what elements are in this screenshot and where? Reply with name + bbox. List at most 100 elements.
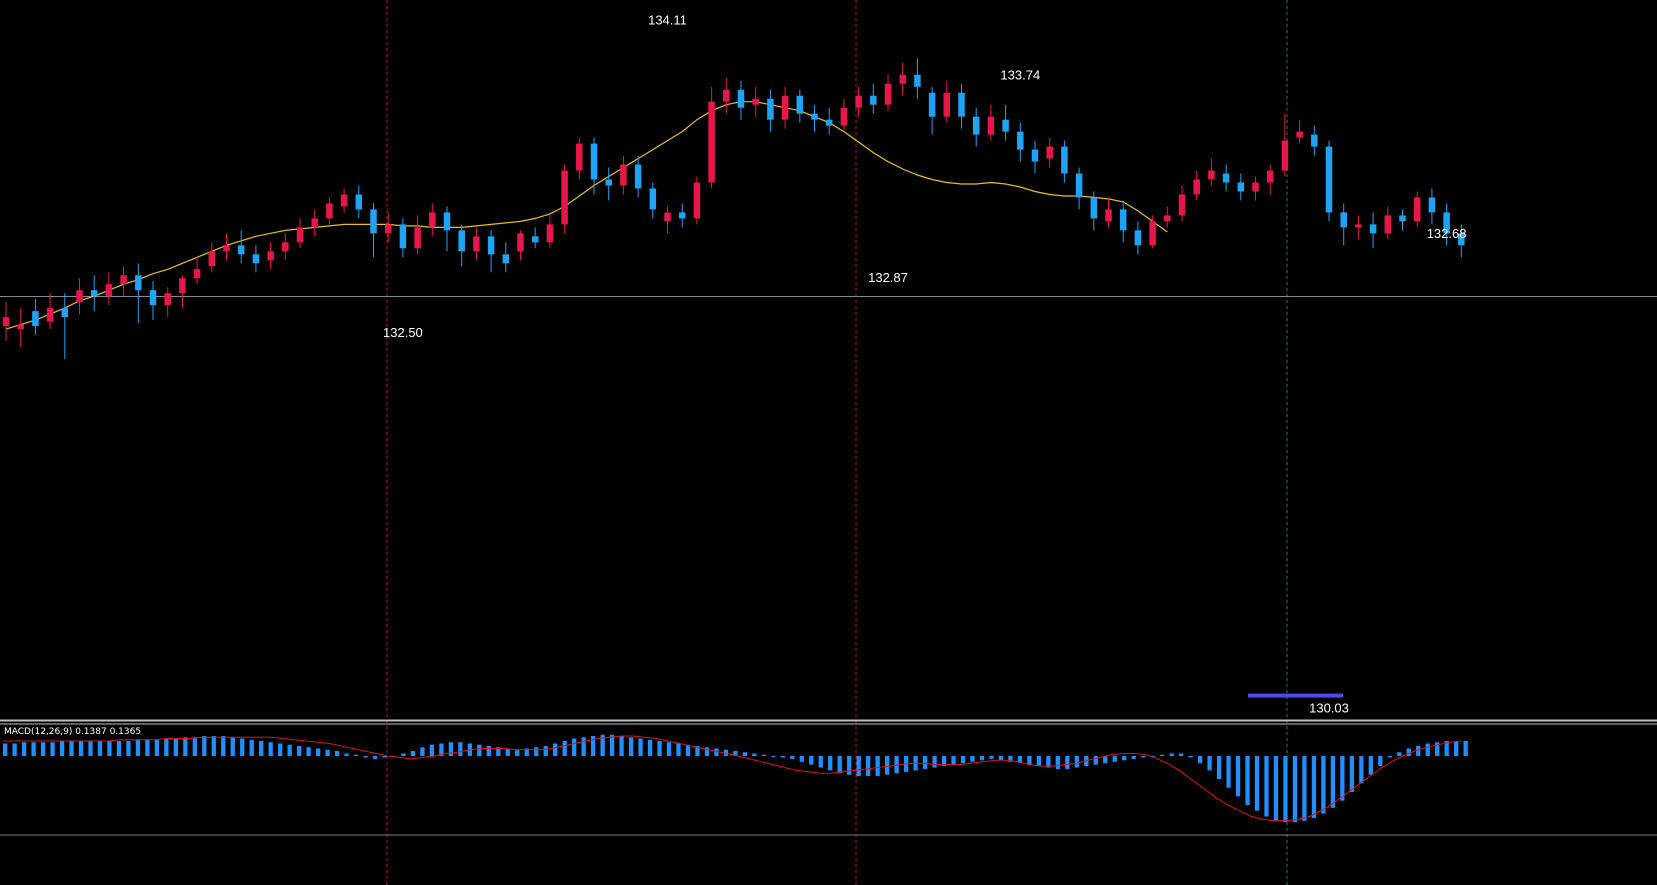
- candle-body: [46, 308, 54, 322]
- macd-histogram-bar: [989, 756, 994, 759]
- candle: [414, 215, 421, 255]
- macd-histogram-bar: [581, 737, 586, 756]
- candle-body: [1075, 173, 1083, 198]
- price-label: 132.68: [1427, 226, 1467, 241]
- candle: [1428, 188, 1436, 225]
- macd-histogram-bar: [818, 756, 823, 768]
- candle-body: [517, 233, 524, 252]
- candle-body: [502, 254, 510, 264]
- candle: [840, 98, 848, 132]
- candle: [737, 80, 745, 120]
- candle: [649, 182, 657, 219]
- candle: [972, 107, 980, 147]
- macd-histogram-bar: [723, 749, 729, 756]
- candle: [928, 86, 936, 135]
- macd-histogram-bar: [1226, 756, 1231, 788]
- candle-body: [355, 194, 363, 210]
- candle-body: [1119, 209, 1127, 231]
- macd-histogram-bar: [382, 756, 387, 758]
- macd-histogram-bar: [221, 736, 226, 756]
- candle: [561, 164, 568, 234]
- candle-body: [928, 92, 936, 117]
- macd-histogram-bar: [278, 743, 283, 756]
- candle-body: [1046, 146, 1053, 159]
- candle-body: [664, 212, 671, 222]
- candle: [796, 89, 804, 123]
- candle-body: [1281, 140, 1289, 171]
- candle-body: [149, 290, 157, 306]
- candle: [1266, 164, 1274, 195]
- macd-histogram-bar: [1387, 756, 1392, 758]
- candle-body: [414, 227, 421, 249]
- candle-body: [678, 212, 686, 219]
- candle: [2, 302, 10, 342]
- macd-histogram-bar: [505, 748, 510, 756]
- candle-body: [370, 209, 377, 234]
- candle-body: [1237, 182, 1245, 192]
- macd-histogram-bar: [647, 739, 653, 756]
- macd-histogram-bar: [88, 741, 93, 756]
- macd-histogram-bar: [1254, 756, 1260, 811]
- candle-body: [487, 236, 495, 255]
- candle-body: [1266, 170, 1274, 183]
- macd-histogram-bar: [534, 747, 539, 756]
- candle-body: [634, 164, 642, 189]
- macd-histogram-bar: [1179, 753, 1184, 756]
- candle: [958, 83, 965, 129]
- macd-histogram-bar: [733, 751, 738, 756]
- candle: [708, 86, 715, 189]
- macd-histogram-bar: [1444, 741, 1449, 756]
- macd-histogram-bar: [353, 754, 359, 756]
- macd-histogram-bar: [1463, 741, 1468, 756]
- macd-label: MACD(12,26,9) 0.1387 0.1365: [4, 727, 141, 737]
- price-label: 133.74: [1000, 68, 1040, 83]
- candle: [546, 215, 554, 249]
- candle-body: [1458, 233, 1465, 246]
- candle: [1134, 221, 1142, 255]
- macd-histogram-bar: [1074, 756, 1079, 768]
- candle: [193, 257, 201, 285]
- macd-histogram-bar: [894, 756, 899, 774]
- candle-body: [1443, 212, 1450, 234]
- macd-histogram-bar: [1131, 756, 1136, 759]
- macd-histogram-bar: [979, 756, 985, 761]
- candle: [620, 155, 627, 195]
- macd-histogram-bar: [666, 742, 672, 756]
- macd-histogram-bar: [922, 756, 928, 769]
- macd-histogram-bar: [657, 741, 662, 756]
- candle: [252, 245, 260, 273]
- candle-body: [311, 218, 318, 228]
- macd-histogram-bar: [1330, 756, 1336, 808]
- macd-histogram-bar: [477, 744, 482, 756]
- macd-panel: MACD(12,26,9) 0.1387 0.1365: [3, 727, 1468, 823]
- price-label: 134.11: [648, 12, 687, 27]
- macd-histogram-bar: [1425, 743, 1430, 756]
- candle: [384, 212, 392, 243]
- macd-histogram-bar: [1302, 756, 1307, 821]
- macd-histogram-bar: [50, 742, 55, 756]
- macd-histogram-bar: [439, 743, 444, 756]
- candle-body: [972, 116, 980, 135]
- macd-signal-line: [3, 735, 1462, 822]
- candle: [1075, 167, 1083, 210]
- candle: [282, 233, 289, 261]
- candle: [781, 86, 789, 129]
- candle: [1164, 206, 1171, 228]
- macd-histogram-bar: [1150, 756, 1155, 757]
- macd-histogram-bar: [3, 743, 8, 756]
- macd-histogram-bar: [1169, 753, 1174, 756]
- macd-histogram-bar: [1435, 742, 1440, 756]
- macd-histogram-bar: [410, 751, 416, 756]
- macd-histogram-bar: [40, 742, 46, 756]
- macd-histogram-bar: [31, 742, 36, 756]
- candle: [1061, 140, 1068, 183]
- macd-histogram-bar: [116, 741, 122, 756]
- candle-body: [1017, 131, 1024, 150]
- macd-histogram-bar: [1008, 756, 1013, 762]
- candle-body: [825, 119, 833, 126]
- macd-histogram-bar: [154, 739, 160, 756]
- macd-histogram-bar: [325, 749, 330, 756]
- macd-histogram-bar: [619, 736, 624, 756]
